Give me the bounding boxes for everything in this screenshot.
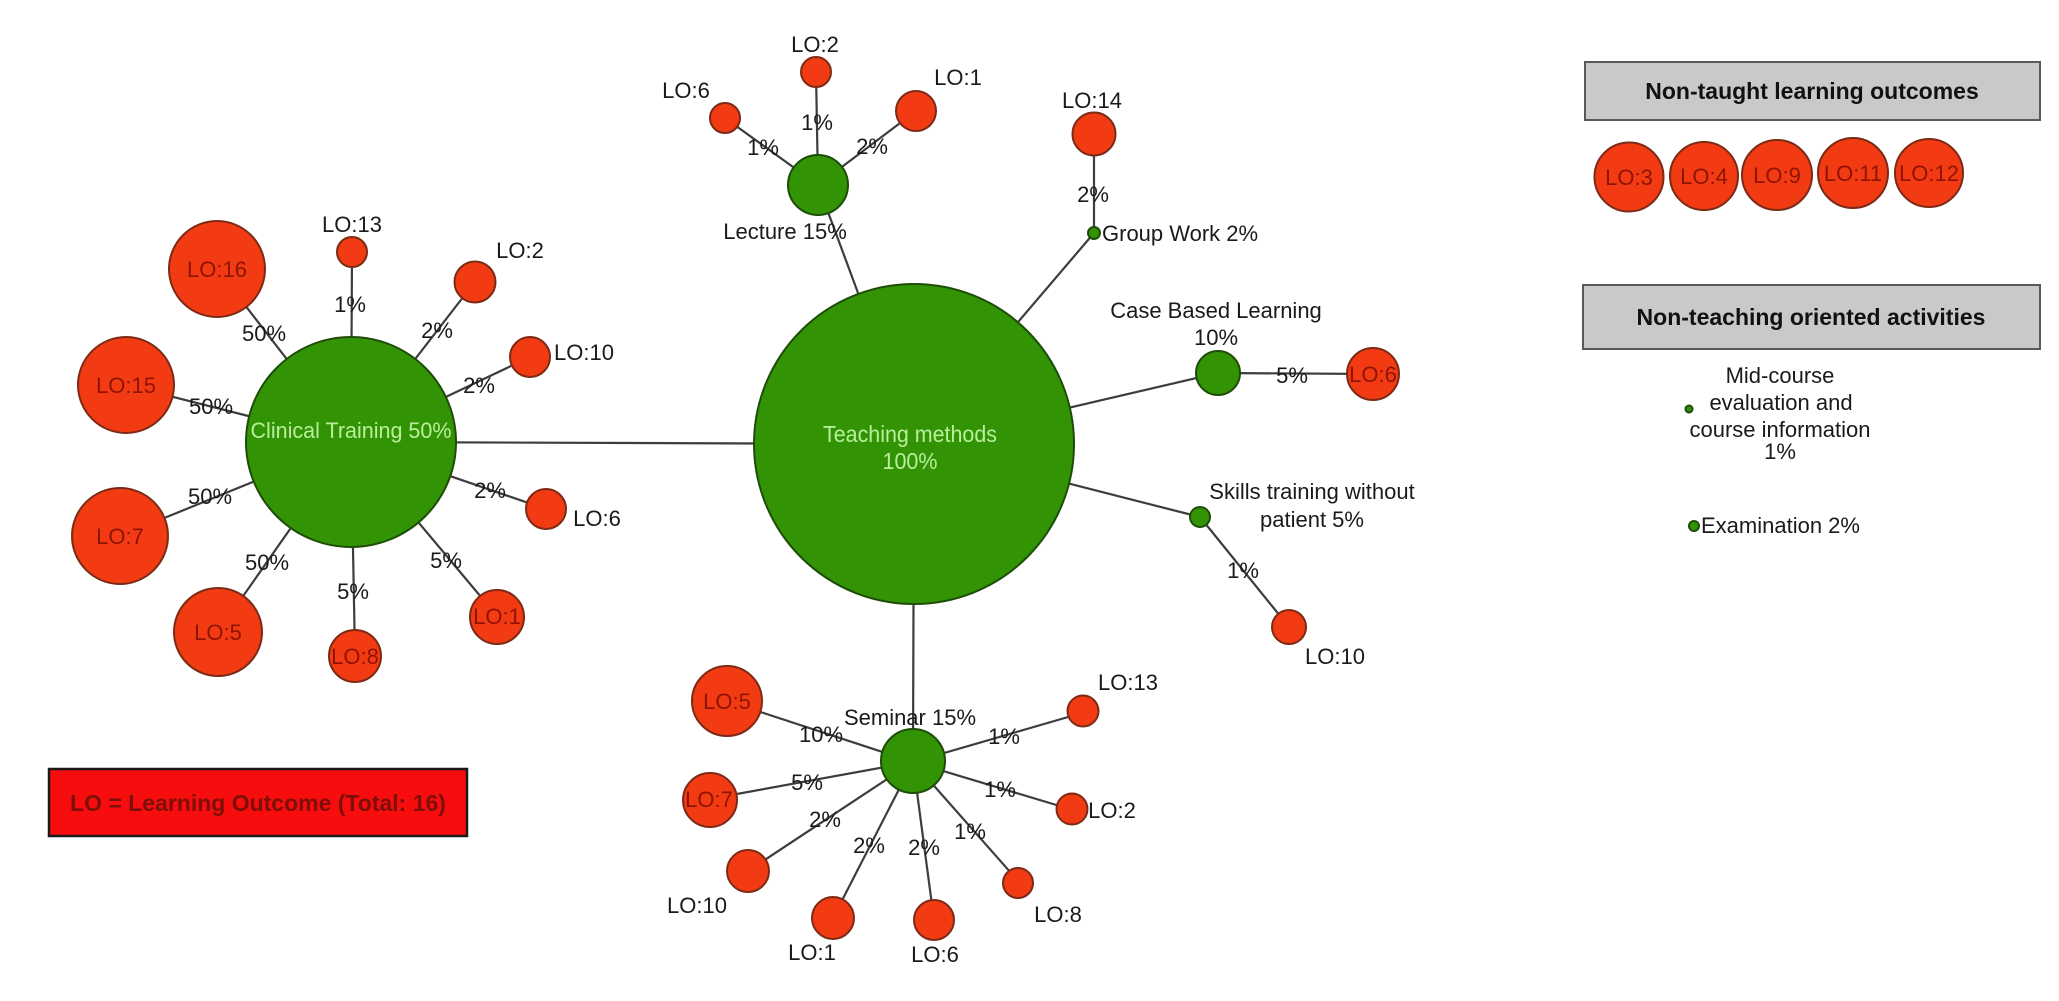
- svg-text:LO:8: LO:8: [331, 644, 379, 669]
- svg-text:50%: 50%: [188, 484, 232, 509]
- svg-text:LO:9: LO:9: [1753, 163, 1801, 188]
- svg-text:1%: 1%: [747, 135, 779, 160]
- svg-text:1%: 1%: [988, 724, 1020, 749]
- svg-text:10%: 10%: [799, 722, 843, 747]
- svg-text:5%: 5%: [1276, 363, 1308, 388]
- svg-text:evaluation and: evaluation and: [1709, 390, 1852, 415]
- svg-text:LO:11: LO:11: [1824, 161, 1882, 186]
- svg-text:Non-teaching oriented activiti: Non-teaching oriented activities: [1637, 304, 1986, 330]
- svg-text:Seminar 15%: Seminar 15%: [844, 705, 976, 730]
- svg-text:LO:3: LO:3: [1605, 165, 1653, 190]
- svg-text:2%: 2%: [856, 134, 888, 159]
- svg-text:5%: 5%: [430, 548, 462, 573]
- svg-text:LO:10: LO:10: [554, 340, 614, 365]
- svg-text:100%: 100%: [883, 448, 938, 474]
- svg-text:LO:6: LO:6: [1349, 362, 1397, 387]
- svg-text:LO:2: LO:2: [496, 238, 544, 263]
- svg-text:LO:5: LO:5: [194, 620, 242, 645]
- svg-text:LO:14: LO:14: [1062, 88, 1122, 113]
- svg-text:10%: 10%: [1194, 325, 1238, 350]
- svg-text:2%: 2%: [908, 835, 940, 860]
- svg-text:5%: 5%: [791, 770, 823, 795]
- svg-text:50%: 50%: [245, 550, 289, 575]
- svg-text:Mid-course: Mid-course: [1726, 363, 1835, 388]
- svg-text:2%: 2%: [474, 478, 506, 503]
- svg-text:1%: 1%: [334, 292, 366, 317]
- svg-text:LO:8: LO:8: [1034, 902, 1082, 927]
- svg-text:2%: 2%: [463, 373, 495, 398]
- svg-text:2%: 2%: [809, 807, 841, 832]
- svg-text:LO:16: LO:16: [187, 257, 247, 282]
- svg-text:LO:2: LO:2: [791, 32, 839, 57]
- svg-text:LO:2: LO:2: [1088, 798, 1136, 823]
- svg-text:Examination 2%: Examination 2%: [1701, 513, 1860, 538]
- svg-text:LO:10: LO:10: [1305, 644, 1365, 669]
- svg-text:LO = Learning Outcome (Total:: LO = Learning Outcome (Total: 16): [70, 790, 446, 816]
- svg-text:Clinical Training 50%: Clinical Training 50%: [251, 418, 452, 443]
- svg-text:LO:12: LO:12: [1899, 161, 1959, 186]
- svg-text:5%: 5%: [337, 579, 369, 604]
- svg-text:2%: 2%: [421, 318, 453, 343]
- svg-text:1%: 1%: [801, 110, 833, 135]
- svg-text:patient 5%: patient 5%: [1260, 507, 1364, 532]
- svg-text:2%: 2%: [1077, 182, 1109, 207]
- svg-text:LO:10: LO:10: [667, 893, 727, 918]
- svg-text:LO:13: LO:13: [322, 212, 382, 237]
- svg-text:50%: 50%: [189, 394, 233, 419]
- svg-text:50%: 50%: [242, 321, 286, 346]
- svg-text:Case Based Learning: Case Based Learning: [1110, 298, 1322, 323]
- svg-text:LO:1: LO:1: [473, 604, 521, 629]
- svg-text:LO:5: LO:5: [703, 689, 751, 714]
- svg-text:Skills training without: Skills training without: [1209, 479, 1414, 504]
- svg-text:Lecture 15%: Lecture 15%: [723, 219, 847, 244]
- svg-text:LO:7: LO:7: [96, 524, 144, 549]
- svg-text:Group Work 2%: Group Work 2%: [1102, 221, 1258, 246]
- svg-text:Non-taught learning outcomes: Non-taught learning outcomes: [1645, 78, 1979, 104]
- svg-text:LO:1: LO:1: [934, 65, 982, 90]
- svg-text:1%: 1%: [984, 777, 1016, 802]
- svg-text:LO:15: LO:15: [96, 373, 156, 398]
- svg-text:2%: 2%: [853, 833, 885, 858]
- svg-text:1%: 1%: [1764, 439, 1796, 464]
- svg-text:1%: 1%: [1227, 558, 1259, 583]
- svg-text:LO:6: LO:6: [573, 506, 621, 531]
- svg-text:LO:7: LO:7: [685, 787, 733, 812]
- svg-text:LO:4: LO:4: [1680, 164, 1728, 189]
- svg-text:LO:6: LO:6: [662, 78, 710, 103]
- svg-text:LO:13: LO:13: [1098, 670, 1158, 695]
- svg-text:LO:1: LO:1: [788, 940, 836, 965]
- svg-text:course information: course information: [1690, 417, 1871, 442]
- svg-text:LO:6: LO:6: [911, 942, 959, 967]
- svg-text:Teaching methods: Teaching methods: [823, 421, 997, 447]
- svg-text:1%: 1%: [954, 819, 986, 844]
